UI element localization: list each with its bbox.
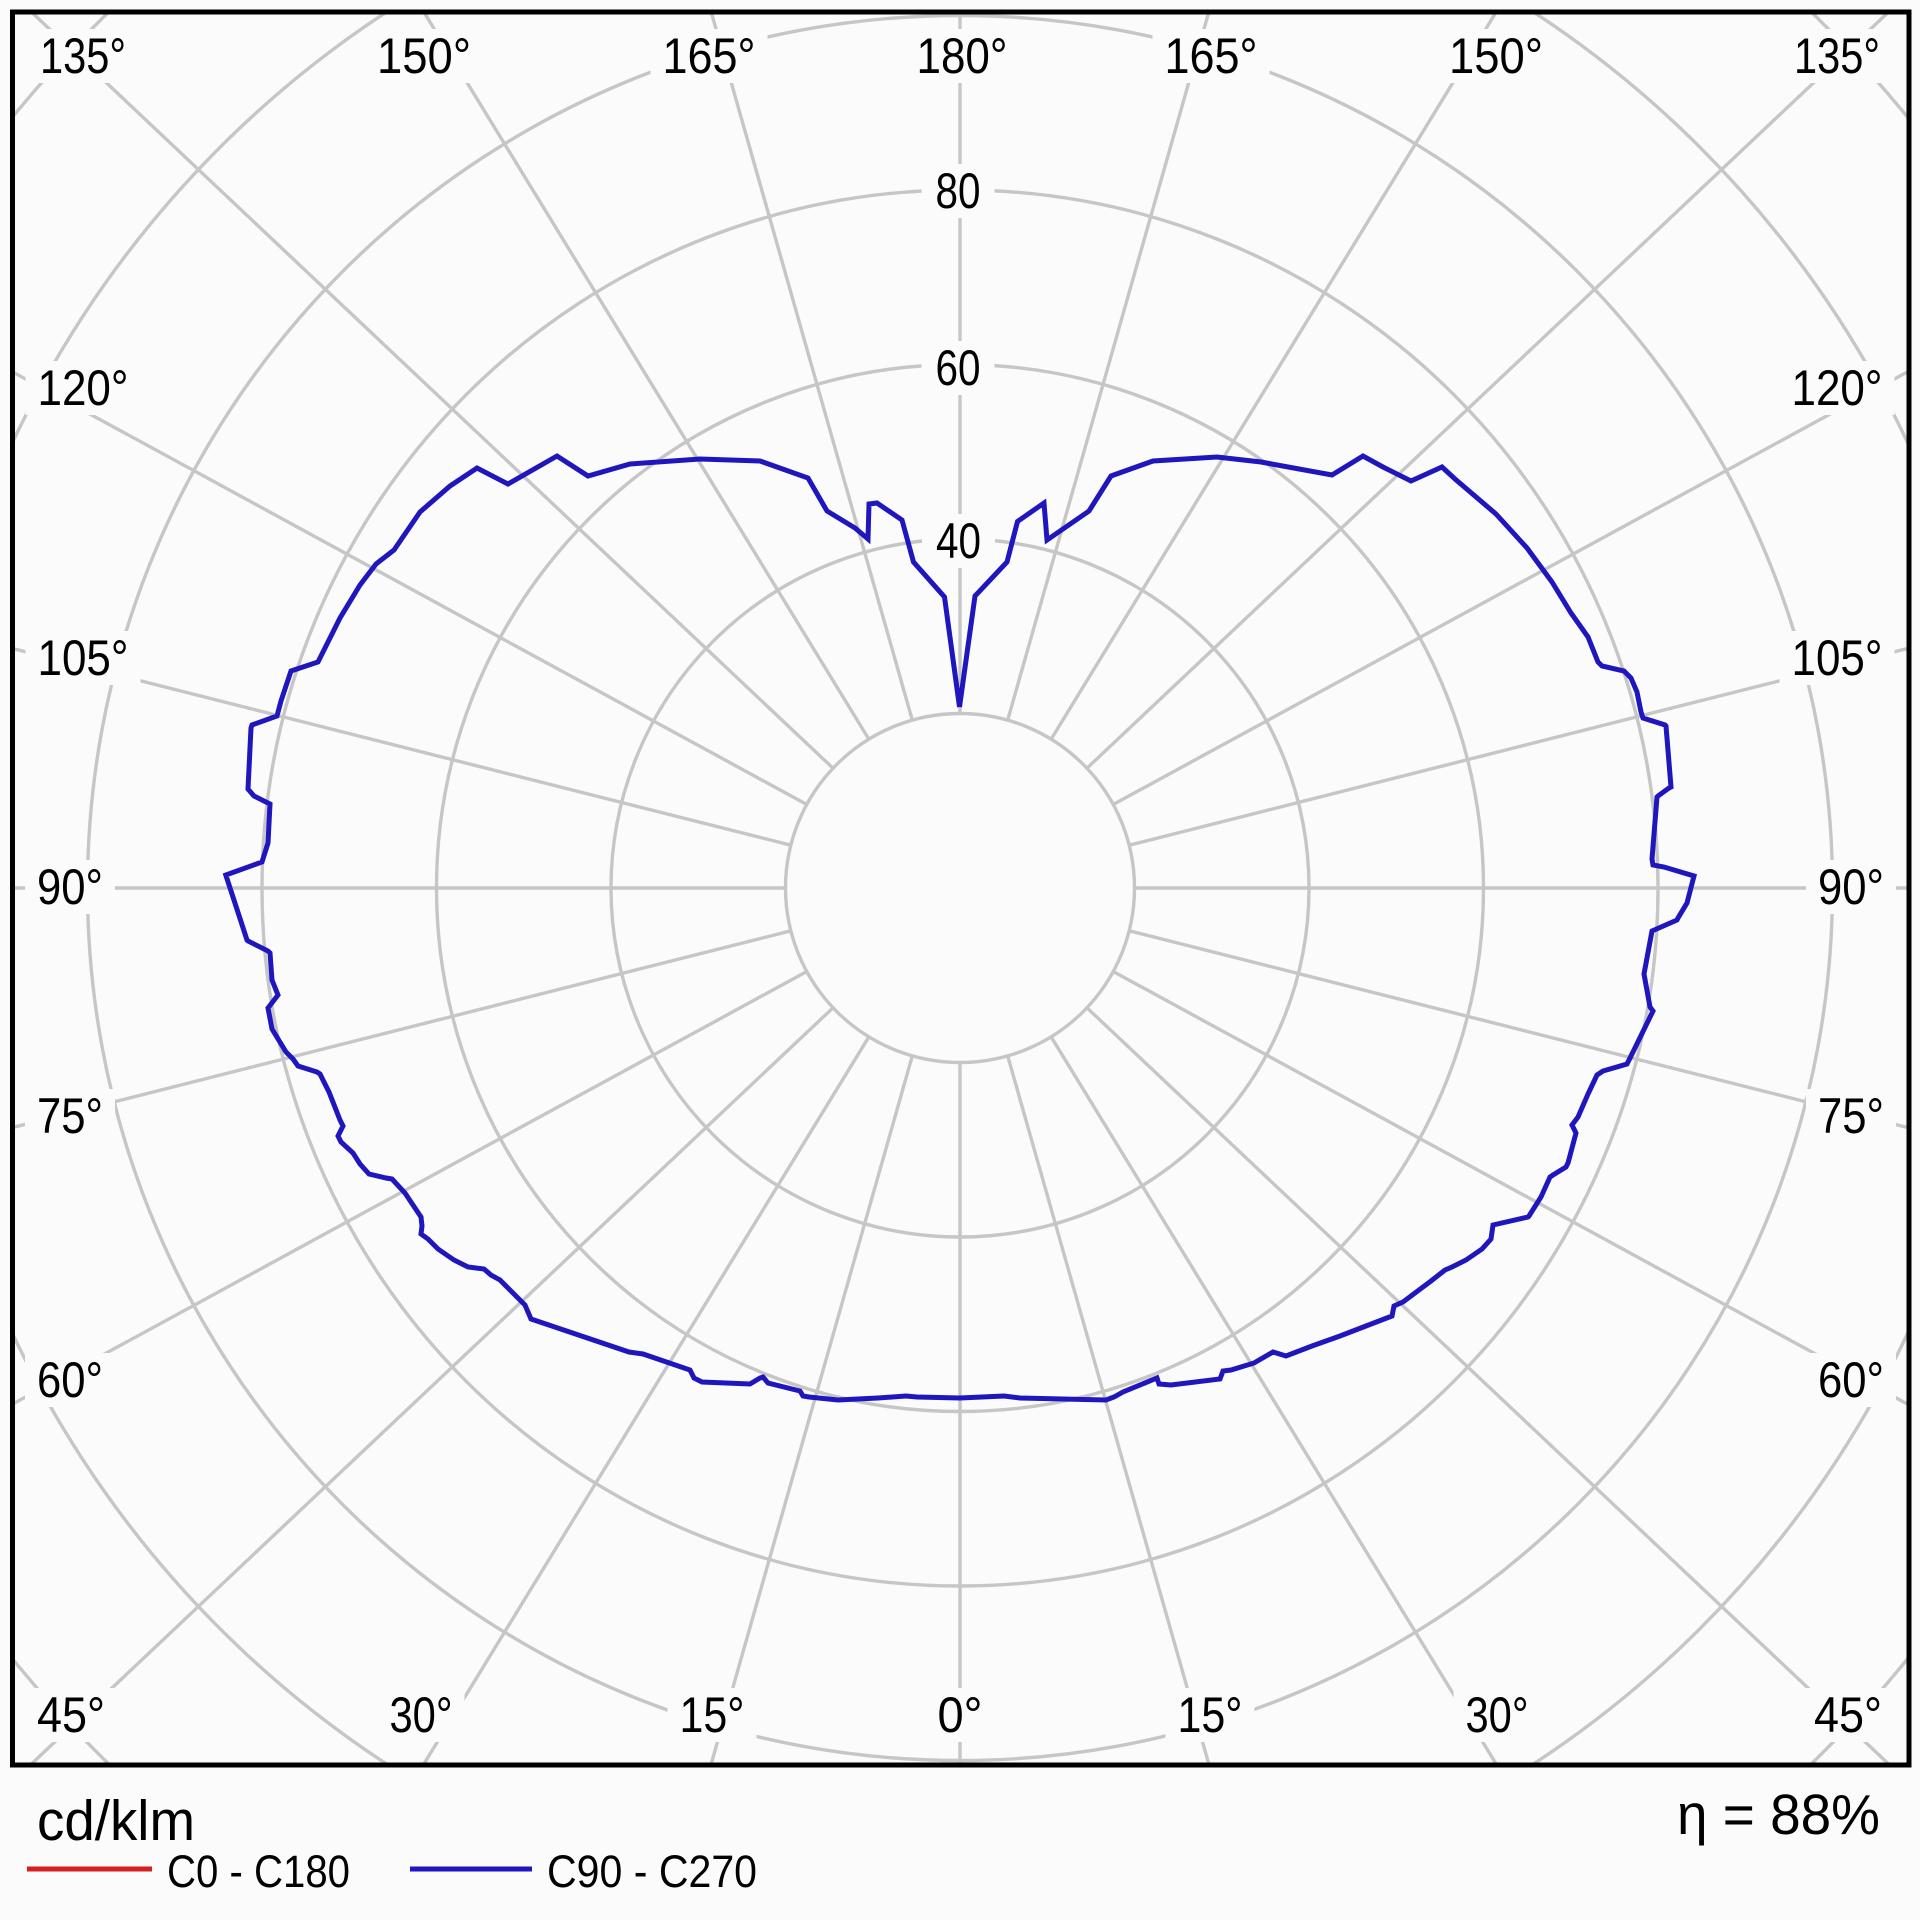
svg-text:90°: 90° [37,859,103,915]
svg-text:75°: 75° [37,1088,103,1144]
svg-text:C0 - C180: C0 - C180 [167,1846,350,1897]
svg-text:0°: 0° [938,1687,983,1743]
svg-text:135°: 135° [40,28,126,84]
svg-text:30°: 30° [390,1687,453,1743]
svg-text:45°: 45° [37,1687,105,1743]
svg-text:C90 - C270: C90 - C270 [547,1846,757,1897]
svg-text:80: 80 [936,163,981,219]
svg-text:60°: 60° [37,1352,103,1408]
svg-text:180°: 180° [917,28,1008,84]
svg-text:105°: 105° [1792,630,1883,686]
svg-text:75°: 75° [1818,1088,1884,1144]
svg-text:165°: 165° [663,28,756,84]
svg-text:15°: 15° [1178,1687,1243,1743]
svg-text:150°: 150° [377,28,471,84]
svg-text:135°: 135° [1794,28,1880,84]
svg-text:165°: 165° [1165,28,1258,84]
svg-text:90°: 90° [1818,859,1884,915]
svg-text:150°: 150° [1449,28,1543,84]
svg-text:120°: 120° [38,360,129,416]
svg-text:cd/klm: cd/klm [37,1789,195,1853]
svg-text:105°: 105° [38,630,129,686]
svg-text:120°: 120° [1792,360,1883,416]
svg-text:60°: 60° [1818,1352,1884,1408]
svg-text:30°: 30° [1466,1687,1529,1743]
svg-text:45°: 45° [1814,1687,1882,1743]
svg-text:60: 60 [936,340,981,396]
svg-text:15°: 15° [680,1687,745,1743]
svg-text:40: 40 [936,513,981,569]
svg-text:η = 88%: η = 88% [1677,1783,1880,1847]
